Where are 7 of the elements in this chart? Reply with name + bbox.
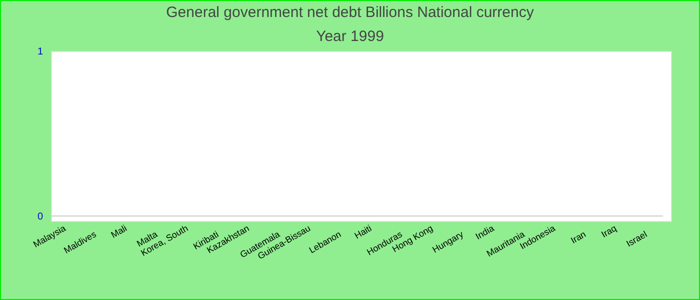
chart-title: General government net debt Billions National currency [165, 4, 535, 21]
y-tick-label: 1 [37, 46, 44, 58]
y-tick-label: 0 [37, 212, 44, 223]
chart-subtitle: Year 1999 [315, 28, 385, 45]
x-tick-label: Mali [109, 223, 128, 240]
x-tick-label: Iran [569, 229, 588, 246]
x-tick-label: Iraq [600, 223, 618, 240]
